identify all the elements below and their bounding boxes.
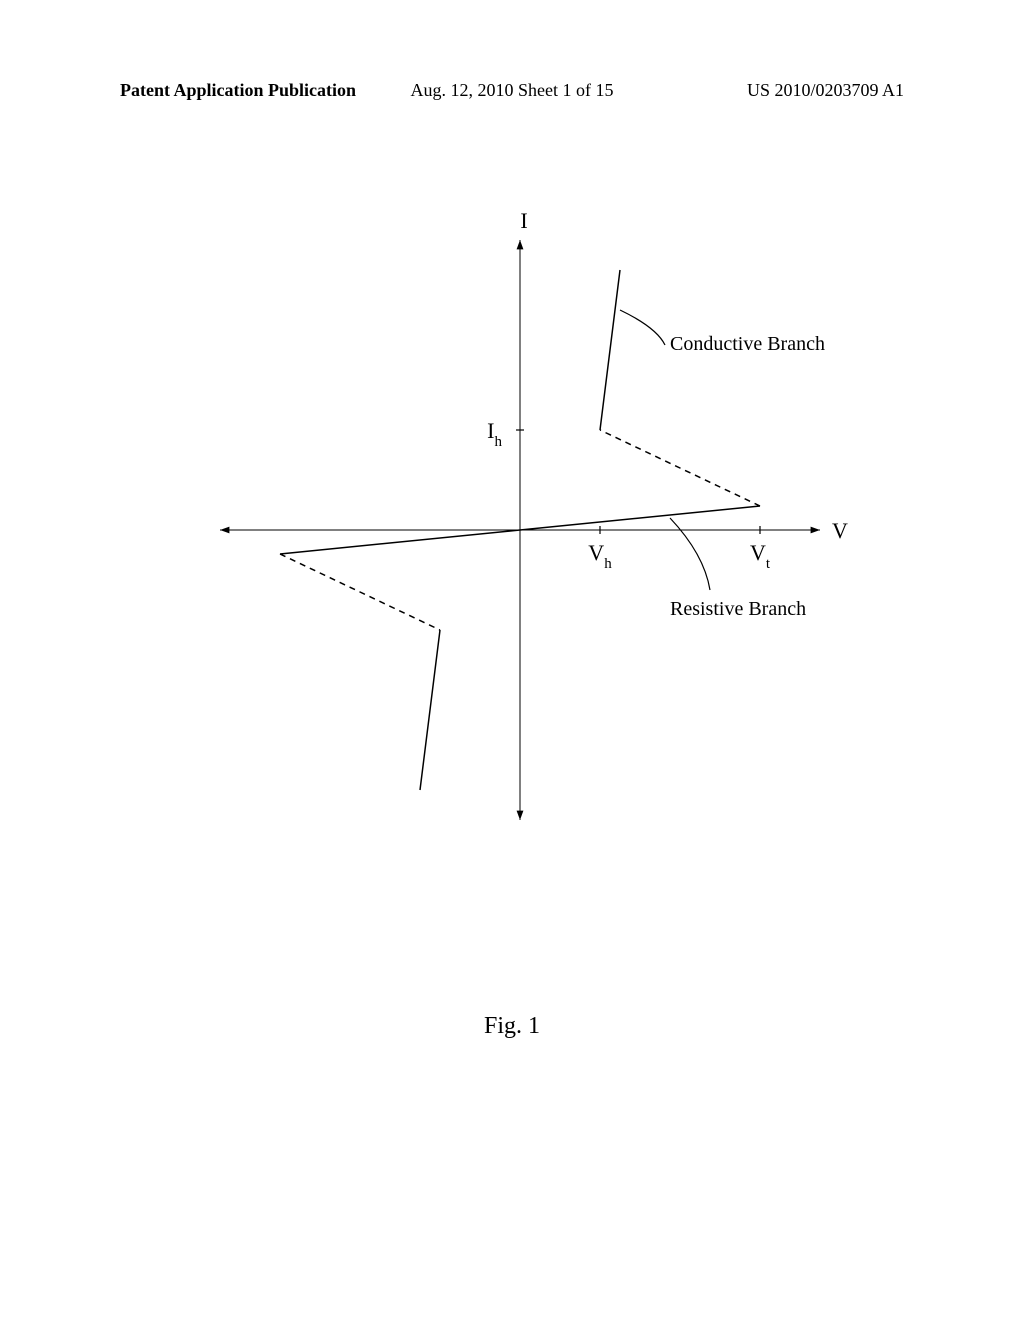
caption-text: Fig. 1 <box>484 1013 540 1039</box>
header-right: US 2010/0203709 A1 <box>747 80 904 101</box>
leader-conductive <box>620 310 665 345</box>
resistive-branch-pos <box>520 506 760 530</box>
leader-resistive <box>670 518 710 590</box>
label-ih: Ih <box>487 418 502 450</box>
label-conductive-branch: Conductive Branch <box>670 333 825 355</box>
label-vh: Vh <box>588 540 612 572</box>
conductive-branch-pos <box>600 270 620 430</box>
figure-caption: Fig. 1 <box>0 1013 1024 1040</box>
resistive-branch-neg <box>280 530 520 554</box>
header-left: Patent Application Publication <box>120 80 356 101</box>
label-v-axis: V <box>832 518 848 543</box>
label-i-axis: I <box>520 208 527 233</box>
label-resistive-branch: Resistive Branch <box>670 598 806 620</box>
conductive-branch-neg <box>420 630 440 790</box>
page-header: Patent Application Publication Aug. 12, … <box>0 80 1024 101</box>
snapback-neg <box>280 554 440 630</box>
snapback-pos <box>600 430 760 506</box>
figure-container: V I Vh Vt Ih Conductive Branch Resistive Branc… <box>120 200 904 900</box>
header-center: Aug. 12, 2010 Sheet 1 of 15 <box>411 80 614 101</box>
label-vt: Vt <box>750 540 771 572</box>
iv-curve-svg: V I Vh Vt Ih Conductive Branch Resistive Branc… <box>120 200 904 860</box>
